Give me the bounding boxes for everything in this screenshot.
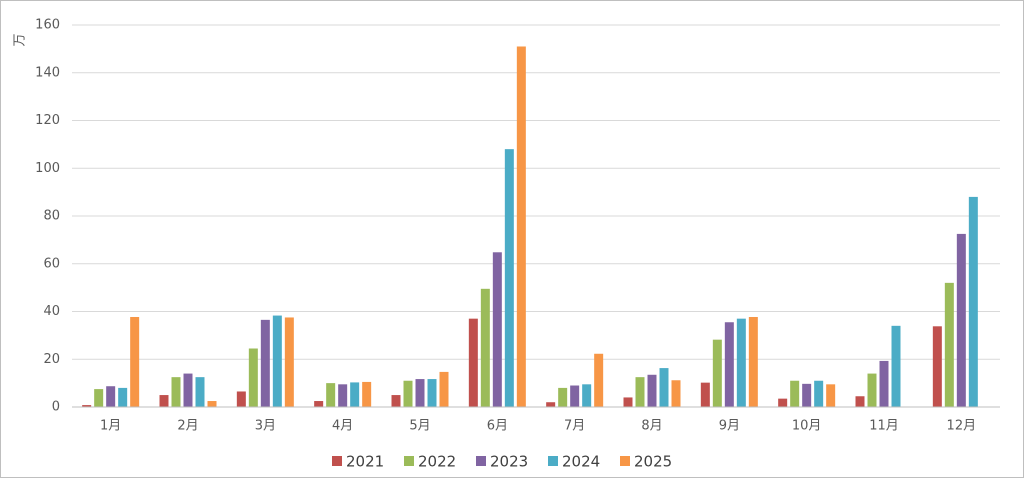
- bar: [570, 385, 580, 407]
- bar: [944, 282, 954, 407]
- bar: [635, 377, 645, 407]
- bar: [516, 46, 526, 408]
- x-tick-label: 10月: [792, 419, 822, 434]
- x-tick-label: 8月: [641, 419, 662, 434]
- x-tick-label: 9月: [719, 419, 740, 434]
- bar: [338, 384, 348, 407]
- y-tick-label: 140: [35, 65, 60, 80]
- bar: [802, 383, 812, 407]
- bar: [415, 379, 425, 407]
- bar: [558, 387, 568, 407]
- y-tick-label: 80: [43, 209, 60, 224]
- y-tick-label: 40: [43, 304, 60, 319]
- bar: [314, 401, 324, 407]
- bar: [671, 380, 681, 407]
- bar: [594, 353, 604, 407]
- legend-swatch: [476, 456, 486, 466]
- legend-label: 2024: [562, 453, 600, 471]
- x-tick-label: 5月: [409, 419, 430, 434]
- bar: [207, 401, 217, 407]
- bar: [790, 380, 800, 407]
- bar: [623, 397, 633, 407]
- bar: [248, 348, 258, 407]
- bar: [814, 380, 824, 407]
- x-tick-label: 11月: [869, 419, 899, 434]
- bar: [582, 384, 592, 407]
- bar: [659, 368, 669, 407]
- bar: [480, 288, 490, 407]
- bar: [492, 252, 502, 407]
- x-tick-label: 4月: [332, 419, 353, 434]
- bar: [236, 391, 246, 407]
- bar: [468, 318, 478, 407]
- legend-swatch: [548, 456, 558, 466]
- bar: [403, 380, 413, 407]
- bar: [94, 389, 104, 407]
- bar: [879, 360, 889, 407]
- bar: [284, 317, 294, 407]
- legend-swatch: [620, 456, 630, 466]
- y-tick-label: 100: [35, 161, 60, 176]
- bar: [826, 384, 836, 407]
- legend-label: 2022: [418, 453, 456, 471]
- legend-swatch: [404, 456, 414, 466]
- x-tick-label: 6月: [487, 419, 508, 434]
- bar: [867, 373, 877, 407]
- bar: [546, 402, 556, 407]
- bar: [647, 374, 657, 407]
- bar: [106, 386, 116, 407]
- bar: [891, 325, 901, 407]
- bar: [118, 387, 128, 407]
- y-tick-label: 160: [35, 18, 60, 33]
- bar: [350, 382, 360, 407]
- x-tick-label: 2月: [177, 419, 198, 434]
- bar: [272, 315, 282, 407]
- bar: [956, 233, 966, 407]
- bar: [724, 322, 734, 407]
- bar: [504, 149, 514, 407]
- bar: [171, 377, 181, 407]
- bar: [968, 196, 978, 407]
- legend-label: 2021: [346, 453, 384, 471]
- legend-label: 2023: [490, 453, 528, 471]
- bar: [260, 319, 270, 407]
- bar: [183, 373, 193, 407]
- bar: [439, 371, 449, 407]
- x-tick-label: 12月: [947, 419, 977, 434]
- bar: [427, 379, 437, 407]
- legend-swatch: [332, 456, 342, 466]
- bar: [748, 316, 758, 407]
- y-tick-label: 120: [35, 113, 60, 128]
- y-tick-label: 60: [43, 256, 60, 271]
- bar: [82, 405, 92, 407]
- y-tick-label: 20: [43, 352, 60, 367]
- bar: [736, 318, 746, 407]
- y-axis-label: 万: [13, 33, 28, 46]
- bar: [700, 382, 710, 407]
- bar: [712, 339, 722, 407]
- bar: [130, 316, 140, 407]
- bar: [855, 396, 865, 407]
- x-tick-label: 1月: [100, 419, 121, 434]
- bar: [326, 383, 336, 407]
- legend-label: 2025: [634, 453, 672, 471]
- x-tick-label: 3月: [255, 419, 276, 434]
- y-tick-label: 0: [52, 400, 60, 415]
- bar: [159, 395, 169, 407]
- bar: [195, 377, 205, 407]
- bar: [362, 381, 372, 407]
- bar: [932, 326, 942, 407]
- bar: [778, 398, 788, 407]
- bar: [391, 395, 401, 407]
- x-tick-label: 7月: [564, 419, 585, 434]
